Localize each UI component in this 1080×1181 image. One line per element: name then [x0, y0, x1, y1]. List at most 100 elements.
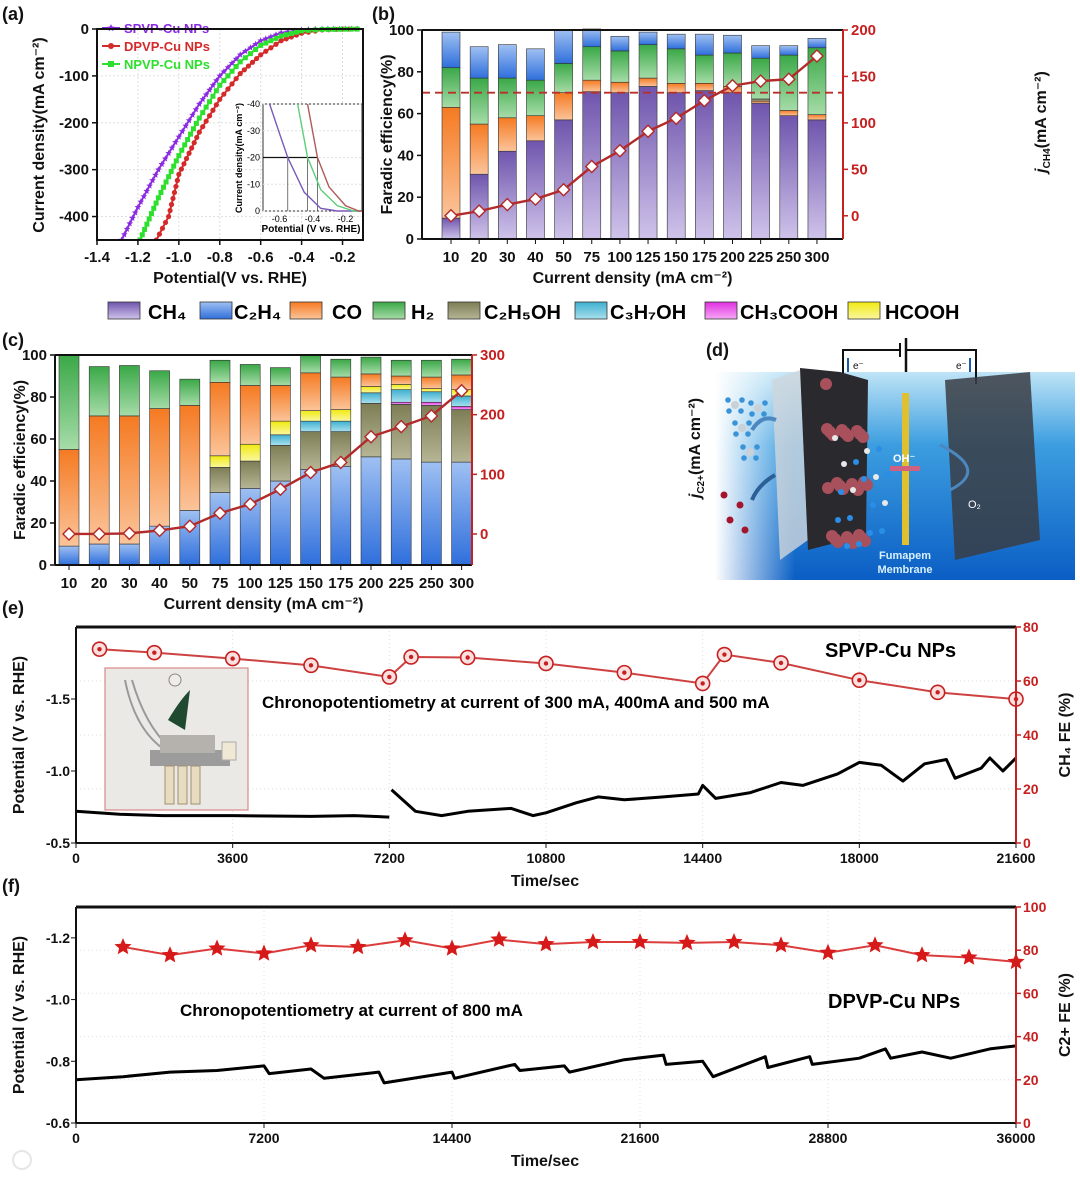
- series-marker: [140, 193, 148, 200]
- bar-segment: [119, 543, 140, 566]
- right-y-title-unit: (mA cm⁻²): [687, 398, 704, 475]
- legend-swatch: [574, 301, 608, 320]
- y-tick-label: -300: [59, 162, 89, 179]
- fe-marker: [678, 933, 696, 951]
- legend-swatch: [847, 301, 881, 320]
- bar-segment: [209, 492, 231, 566]
- y-tick-label: -0.5: [46, 835, 70, 851]
- product-molecule-atom: [739, 397, 745, 403]
- series-marker: [166, 213, 172, 220]
- bar-segment: [469, 46, 489, 79]
- bar-segment: [88, 543, 110, 566]
- bar-segment: [666, 82, 686, 93]
- y-tick-label: -1.0: [46, 992, 70, 1008]
- bar-segment: [554, 63, 573, 93]
- series-marker: [207, 99, 213, 105]
- fe-marker-dot: [387, 674, 392, 680]
- bar-segment: [421, 391, 442, 403]
- current-density-marker: [213, 506, 227, 521]
- bar-segment: [807, 38, 827, 49]
- series-marker: [161, 155, 169, 162]
- series-marker: [278, 33, 284, 39]
- bar-segment: [526, 79, 545, 116]
- current-density-marker: [500, 197, 515, 212]
- molecule-atom: [838, 489, 844, 495]
- x-tick-label: 18000: [840, 850, 879, 866]
- right-y-axis-title: C2+ FE (%): [1057, 973, 1074, 1057]
- series-marker: [200, 124, 206, 130]
- bar-segment: [469, 77, 489, 125]
- x-tick-label: 225: [748, 249, 773, 266]
- current-density-marker: [697, 93, 712, 108]
- molecule-atom: [844, 543, 850, 549]
- series-marker: [137, 198, 145, 205]
- fe-marker: [396, 931, 414, 948]
- bar-segment: [119, 415, 140, 545]
- flow-arrow: [750, 416, 777, 432]
- x-tick-label: 36000: [997, 1130, 1036, 1146]
- legend-label: C₃H₇OH: [610, 302, 686, 324]
- series-marker: [152, 171, 159, 178]
- fe-marker-dot: [308, 663, 314, 668]
- fe-marker: [114, 938, 132, 955]
- panel-label: (f): [2, 876, 20, 896]
- y-tick-label: 100: [389, 22, 414, 39]
- bar-segment: [300, 372, 321, 411]
- right-y-axis-title: CH₄ FE (%): [1057, 693, 1074, 778]
- bar-segment: [421, 401, 442, 406]
- cu-nanoparticle: [826, 530, 838, 542]
- series-marker: [268, 45, 274, 51]
- y-tick-label: 100: [22, 347, 47, 364]
- y-tick-label: 80: [30, 389, 47, 406]
- series-marker: [199, 95, 206, 103]
- current-density-marker: [303, 465, 318, 480]
- series-marker: [146, 216, 152, 222]
- molecule-atom: [832, 435, 838, 441]
- fe-curve: [122, 938, 1017, 963]
- series-marker: [263, 48, 269, 54]
- current-density-marker: [725, 78, 740, 93]
- right-y-title-symbol: j: [687, 493, 704, 500]
- series-marker: [196, 115, 202, 121]
- series-marker: [202, 91, 210, 98]
- bar-segment: [526, 115, 545, 142]
- right-y-tick-label: 200: [480, 407, 505, 424]
- series-marker: [162, 219, 169, 226]
- series-marker: [217, 96, 223, 102]
- molecule-atom: [853, 459, 859, 465]
- molecule-atom: [864, 448, 870, 454]
- electron-label: e⁻: [853, 361, 864, 372]
- molecule-atom: [885, 472, 891, 478]
- series-marker: [143, 187, 150, 194]
- x-tick-label: 175: [328, 575, 353, 592]
- bar-segment: [119, 365, 140, 417]
- cu-nanoparticle: [822, 482, 834, 494]
- series-marker: [196, 129, 202, 135]
- y-tick-label: 60: [30, 431, 47, 448]
- y-tick-label: 20: [397, 189, 414, 206]
- right-y-axis-title: jC2+(mA cm⁻²): [687, 398, 707, 500]
- fe-marker: [161, 946, 179, 963]
- product-molecule-atom: [749, 411, 755, 417]
- series-marker: [288, 30, 294, 36]
- current-density-marker: [364, 429, 378, 444]
- x-tick-label: 20: [91, 575, 108, 592]
- molecule-atom: [873, 474, 879, 480]
- current-density-marker: [454, 383, 469, 398]
- product-molecule: [754, 404, 762, 412]
- series-marker: [178, 127, 186, 135]
- series-marker: [206, 113, 213, 119]
- legend-label: CH₃COOH: [740, 302, 838, 324]
- inset-y-tick-label: -20: [247, 153, 260, 163]
- bar-segment: [554, 29, 573, 64]
- right-y-tick-label: 80: [1023, 619, 1039, 635]
- molecule-atom: [847, 515, 853, 521]
- product-molecule-atom: [745, 431, 751, 437]
- bar-segment: [779, 45, 799, 56]
- molecule-atom: [876, 446, 882, 452]
- bar-segment: [239, 443, 261, 462]
- series-marker: [168, 144, 176, 151]
- sample-label: DPVP-Cu NPs: [828, 991, 960, 1013]
- bar-segment: [451, 409, 472, 463]
- x-tick-label: 125: [636, 249, 661, 266]
